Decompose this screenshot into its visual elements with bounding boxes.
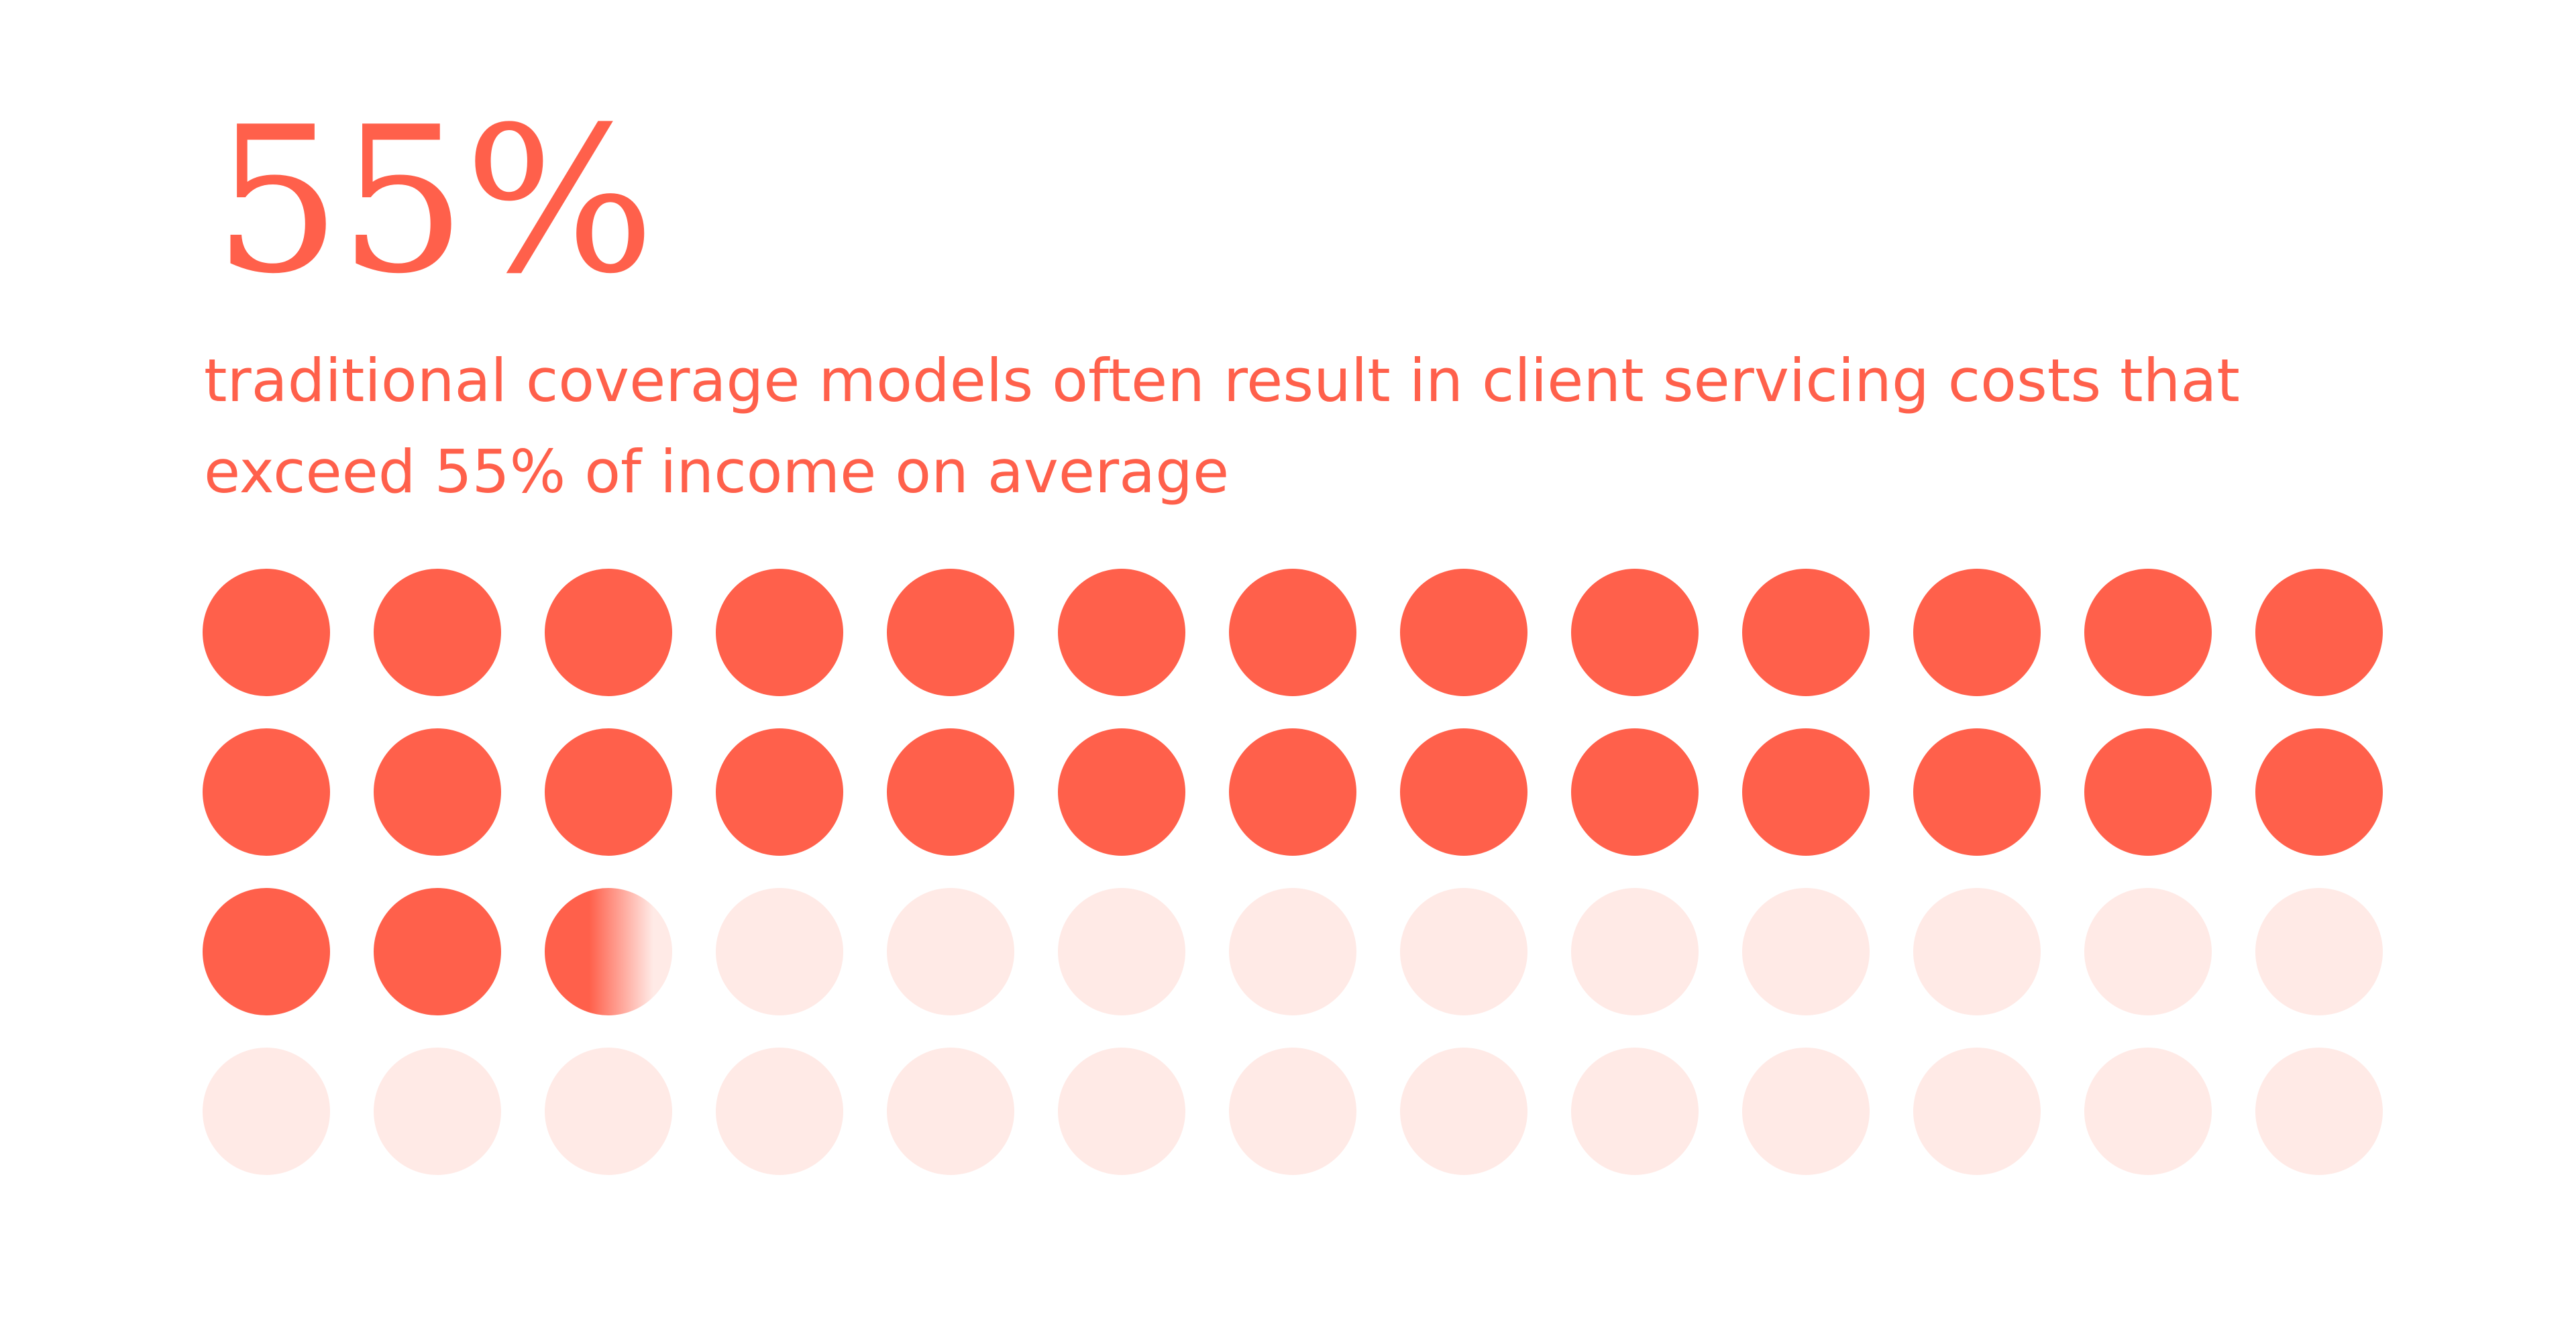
waffle-dot-filled xyxy=(2255,569,2383,696)
waffle-dot-filled xyxy=(374,728,501,856)
waffle-dot-filled xyxy=(1913,728,2041,856)
waffle-dot-filled xyxy=(374,888,501,1015)
waffle-dot-filled xyxy=(1400,728,1527,856)
waffle-dot-filled xyxy=(1229,728,1356,856)
waffle-dot-empty xyxy=(1229,888,1356,1015)
waffle-dot-filled xyxy=(716,569,843,696)
waffle-dot-empty xyxy=(374,1048,501,1175)
waffle-dot-filled xyxy=(2255,728,2383,856)
waffle-dot-filled xyxy=(203,888,330,1015)
waffle-dot-empty xyxy=(545,1048,672,1175)
waffle-dot-filled xyxy=(1742,569,1870,696)
waffle-dot-filled xyxy=(2084,569,2212,696)
waffle-dot-filled xyxy=(374,569,501,696)
waffle-dot-filled xyxy=(1058,728,1185,856)
waffle-dot-filled xyxy=(716,728,843,856)
waffle-dot-filled xyxy=(1400,569,1527,696)
waffle-dot-filled xyxy=(1742,728,1870,856)
waffle-dot-empty xyxy=(1400,888,1527,1015)
waffle-dot-filled xyxy=(203,728,330,856)
waffle-dot-filled xyxy=(203,569,330,696)
waffle-dot-filled xyxy=(2084,728,2212,856)
waffle-dot-empty xyxy=(203,1048,330,1175)
waffle-dot-empty xyxy=(1913,1048,2041,1175)
waffle-dot-empty xyxy=(716,888,843,1015)
waffle-dot-filled xyxy=(1571,728,1699,856)
waffle-dot-partial xyxy=(545,888,672,1015)
waffle-dot-empty xyxy=(1058,1048,1185,1175)
waffle-dot-filled xyxy=(545,569,672,696)
waffle-dot-empty xyxy=(1400,1048,1527,1175)
waffle-dot-empty xyxy=(887,888,1014,1015)
waffle-dot-empty xyxy=(2255,1048,2383,1175)
waffle-dot-empty xyxy=(1229,1048,1356,1175)
waffle-dot-empty xyxy=(887,1048,1014,1175)
waffle-dot-empty xyxy=(2084,888,2212,1015)
waffle-dot-filled xyxy=(887,728,1014,856)
waffle-dot-filled xyxy=(1571,569,1699,696)
waffle-dot-empty xyxy=(1913,888,2041,1015)
waffle-dot-filled xyxy=(1229,569,1356,696)
waffle-dot-filled xyxy=(887,569,1014,696)
waffle-dot-empty xyxy=(1742,888,1870,1015)
waffle-dot-empty xyxy=(2084,1048,2212,1175)
headline-percent: 55% xyxy=(213,84,655,318)
waffle-dot-empty xyxy=(1742,1048,1870,1175)
waffle-dot-filled xyxy=(1058,569,1185,696)
waffle-dot-empty xyxy=(2255,888,2383,1015)
waffle-dot-empty xyxy=(1058,888,1185,1015)
waffle-dot-filled xyxy=(545,728,672,856)
waffle-dot-empty xyxy=(716,1048,843,1175)
waffle-dot-empty xyxy=(1571,888,1699,1015)
subtitle-text: traditional coverage models often result… xyxy=(204,346,2240,506)
waffle-dot-filled xyxy=(1913,569,2041,696)
waffle-dot-empty xyxy=(1571,1048,1699,1175)
